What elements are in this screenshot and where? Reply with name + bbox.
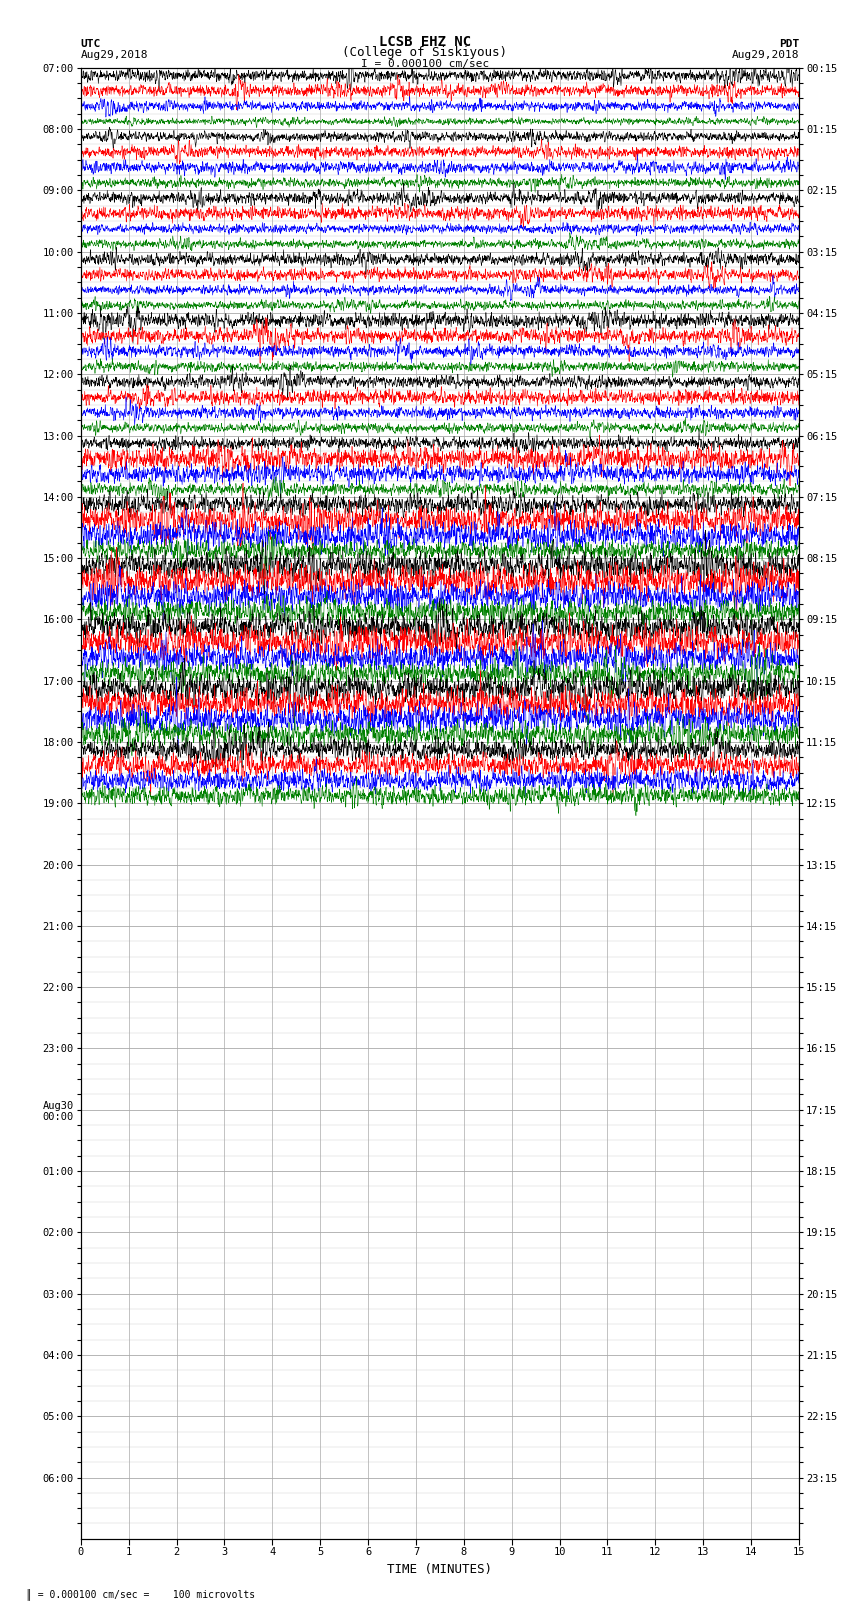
Text: I = 0.000100 cm/sec: I = 0.000100 cm/sec (361, 60, 489, 69)
Text: ║ = 0.000100 cm/sec =    100 microvolts: ║ = 0.000100 cm/sec = 100 microvolts (26, 1589, 255, 1600)
Text: PDT: PDT (779, 39, 799, 48)
X-axis label: TIME (MINUTES): TIME (MINUTES) (388, 1563, 492, 1576)
Text: Aug29,2018: Aug29,2018 (81, 50, 148, 60)
Text: (College of Siskiyous): (College of Siskiyous) (343, 45, 507, 58)
Text: LCSB EHZ NC: LCSB EHZ NC (379, 35, 471, 48)
Text: Aug29,2018: Aug29,2018 (732, 50, 799, 60)
Text: UTC: UTC (81, 39, 101, 48)
